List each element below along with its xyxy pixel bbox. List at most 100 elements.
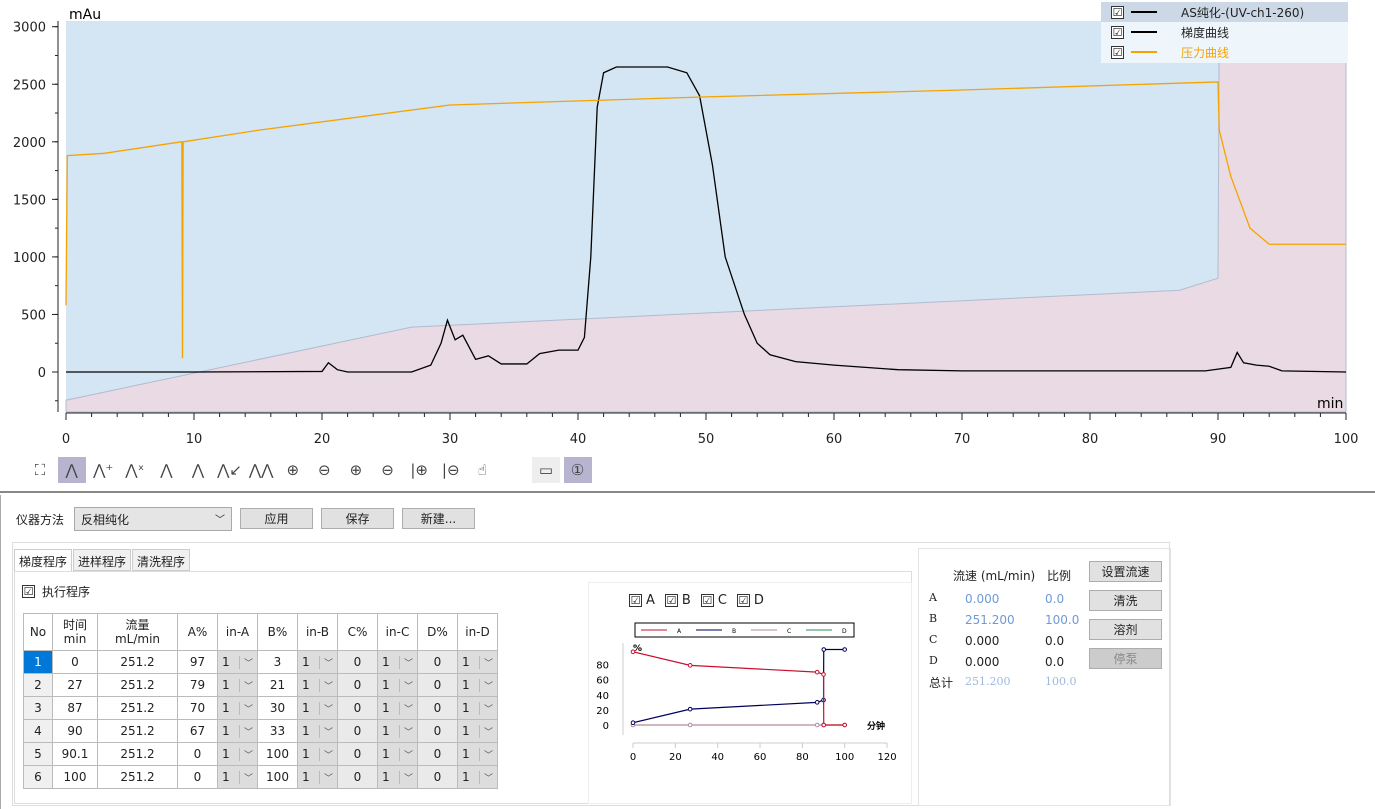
table-cell[interactable]: 1 ﹀ xyxy=(377,650,418,674)
stop-pump-button[interactable]: 停泵 xyxy=(1089,648,1162,669)
inlet-select[interactable]: 1 ﹀ xyxy=(218,720,257,742)
table-cell[interactable]: 1 ﹀ xyxy=(377,696,418,720)
execute-checkbox[interactable]: ☑ 执行程序 xyxy=(22,583,90,600)
multi-peak-icon[interactable]: ⋀⋀ xyxy=(248,461,274,479)
zoom-out-icon[interactable]: ⊖ xyxy=(318,461,331,479)
row-number[interactable]: 2 xyxy=(23,673,53,697)
table-cell[interactable]: 251.2 xyxy=(97,742,178,766)
peak-select-icon[interactable]: ⋀ xyxy=(57,457,86,483)
inlet-select[interactable]: 1 ﹀ xyxy=(298,651,337,673)
table-cell[interactable]: 0 xyxy=(337,765,378,789)
checkbox-icon[interactable]: ☑ xyxy=(1111,5,1124,19)
table-cell[interactable]: 251.2 xyxy=(97,650,178,674)
table-cell[interactable]: 30 xyxy=(257,696,298,720)
inlet-select[interactable]: 1 ﹀ xyxy=(378,720,417,742)
table-cell[interactable]: 1 ﹀ xyxy=(297,650,338,674)
zoom-out-y-icon[interactable]: |⊖ xyxy=(441,461,460,479)
inlet-select[interactable]: 1 ﹀ xyxy=(378,697,417,719)
inlet-select[interactable]: 1 ﹀ xyxy=(298,720,337,742)
table-cell[interactable]: 1 ﹀ xyxy=(377,742,418,766)
table-cell[interactable]: 0 xyxy=(52,650,98,674)
set-flow-button[interactable]: 设置流速 xyxy=(1089,561,1162,582)
inlet-select[interactable]: 1 ﹀ xyxy=(458,651,497,673)
table-cell[interactable]: 1 ﹀ xyxy=(297,742,338,766)
table-cell[interactable]: 27 xyxy=(52,673,98,697)
table-cell[interactable]: 0 xyxy=(417,719,458,743)
peak-add-icon[interactable]: ⋀⁺ xyxy=(93,461,114,479)
zoom-in-y-icon[interactable]: |⊕ xyxy=(410,461,428,479)
table-cell[interactable]: 90 xyxy=(52,719,98,743)
new-button[interactable]: 新建... xyxy=(402,508,475,529)
table-cell[interactable]: 67 xyxy=(177,719,218,743)
inlet-select[interactable]: 1 ﹀ xyxy=(458,743,497,765)
table-cell[interactable]: 1 ﹀ xyxy=(217,765,258,789)
tab-cleaning[interactable]: 清洗程序 xyxy=(132,549,191,571)
table-cell[interactable]: 100 xyxy=(257,742,298,766)
table-cell[interactable]: 0 xyxy=(177,765,218,789)
table-cell[interactable]: 97 xyxy=(177,650,218,674)
table-cell[interactable]: 1 ﹀ xyxy=(217,673,258,697)
inlet-select[interactable]: 1 ﹀ xyxy=(218,743,257,765)
legend-item[interactable]: ☑ 梯度曲线 xyxy=(1101,22,1348,42)
table-cell[interactable]: 1 ﹀ xyxy=(377,765,418,789)
table-cell[interactable]: 87 xyxy=(52,696,98,720)
table-cell[interactable]: 1 ﹀ xyxy=(217,696,258,720)
inlet-select[interactable]: 1 ﹀ xyxy=(298,674,337,696)
row-number[interactable]: 6 xyxy=(23,765,53,789)
row-number[interactable]: 5 xyxy=(23,742,53,766)
inlet-select[interactable]: 1 ﹀ xyxy=(378,766,417,788)
table-cell[interactable]: 21 xyxy=(257,673,298,697)
table-cell[interactable]: 0 xyxy=(177,742,218,766)
inlet-select[interactable]: 1 ﹀ xyxy=(378,743,417,765)
table-cell[interactable]: 1 ﹀ xyxy=(297,673,338,697)
inlet-select[interactable]: 1 ﹀ xyxy=(378,674,417,696)
table-cell[interactable]: 0 xyxy=(417,742,458,766)
table-cell[interactable]: 1 ﹀ xyxy=(457,742,498,766)
table-cell[interactable]: 1 ﹀ xyxy=(297,765,338,789)
channel-checkbox-D[interactable]: ☑ D xyxy=(736,593,764,608)
checkbox-icon[interactable]: ☑ xyxy=(1111,25,1124,39)
tab-gradient[interactable]: 梯度程序 xyxy=(14,549,73,571)
row-number[interactable]: 3 xyxy=(23,696,53,720)
table-row[interactable]: 3 87 251.2 70 1 ﹀ 30 1 ﹀ 0 1 ﹀ 0 1 ﹀ xyxy=(23,696,498,720)
inlet-select[interactable]: 1 ﹀ xyxy=(378,651,417,673)
table-cell[interactable]: 0 xyxy=(337,673,378,697)
table-cell[interactable]: 33 xyxy=(257,719,298,743)
table-cell[interactable]: 1 ﹀ xyxy=(457,650,498,674)
inlet-select[interactable]: 1 ﹀ xyxy=(458,720,497,742)
inlet-select[interactable]: 1 ﹀ xyxy=(298,743,337,765)
table-cell[interactable]: 251.2 xyxy=(97,719,178,743)
table-cell[interactable]: 251.2 xyxy=(97,696,178,720)
table-cell[interactable]: 0 xyxy=(337,742,378,766)
table-cell[interactable]: 79 xyxy=(177,673,218,697)
inlet-select[interactable]: 1 ﹀ xyxy=(458,697,497,719)
peak-move-icon[interactable]: ⋀↙ xyxy=(217,461,242,479)
inlet-select[interactable]: 1 ﹀ xyxy=(218,766,257,788)
inlet-select[interactable]: 1 ﹀ xyxy=(458,766,497,788)
peak-split-icon[interactable]: ⋀ xyxy=(160,461,173,479)
inlet-select[interactable]: 1 ﹀ xyxy=(218,651,257,673)
ruler-icon[interactable]: ▭ xyxy=(531,457,560,483)
table-cell[interactable]: 1 ﹀ xyxy=(297,696,338,720)
table-cell[interactable]: 100 xyxy=(52,765,98,789)
method-select[interactable]: 反相纯化 ﹀ xyxy=(74,507,232,531)
marker-1-icon[interactable]: ① xyxy=(563,457,592,483)
full-screen-icon[interactable]: ⛶ xyxy=(34,461,46,479)
table-row[interactable]: 6 100 251.2 0 1 ﹀ 100 1 ﹀ 0 1 ﹀ 0 1 ﹀ xyxy=(23,765,498,789)
table-row[interactable]: 1 0 251.2 97 1 ﹀ 3 1 ﹀ 0 1 ﹀ 0 1 ﹀ xyxy=(23,650,498,674)
zoom-in-icon[interactable]: ⊕ xyxy=(286,461,300,479)
table-cell[interactable]: 0 xyxy=(417,650,458,674)
inlet-select[interactable]: 1 ﹀ xyxy=(298,766,337,788)
solvent-button[interactable]: 溶剂 xyxy=(1089,619,1162,640)
legend-item[interactable]: ☑ 压力曲线 xyxy=(1101,42,1348,62)
table-cell[interactable]: 1 ﹀ xyxy=(217,719,258,743)
table-cell[interactable]: 1 ﹀ xyxy=(457,719,498,743)
table-cell[interactable]: 1 ﹀ xyxy=(377,673,418,697)
row-number[interactable]: 1 xyxy=(23,650,53,674)
table-cell[interactable]: 3 xyxy=(257,650,298,674)
pan-hand-icon[interactable]: ☝ xyxy=(477,461,487,479)
table-cell[interactable]: 251.2 xyxy=(97,673,178,697)
table-cell[interactable]: 1 ﹀ xyxy=(457,696,498,720)
peak-delete-icon[interactable]: ⋀ˣ xyxy=(125,461,145,479)
table-row[interactable]: 5 90.1 251.2 0 1 ﹀ 100 1 ﹀ 0 1 ﹀ 0 1 ﹀ xyxy=(23,742,498,766)
